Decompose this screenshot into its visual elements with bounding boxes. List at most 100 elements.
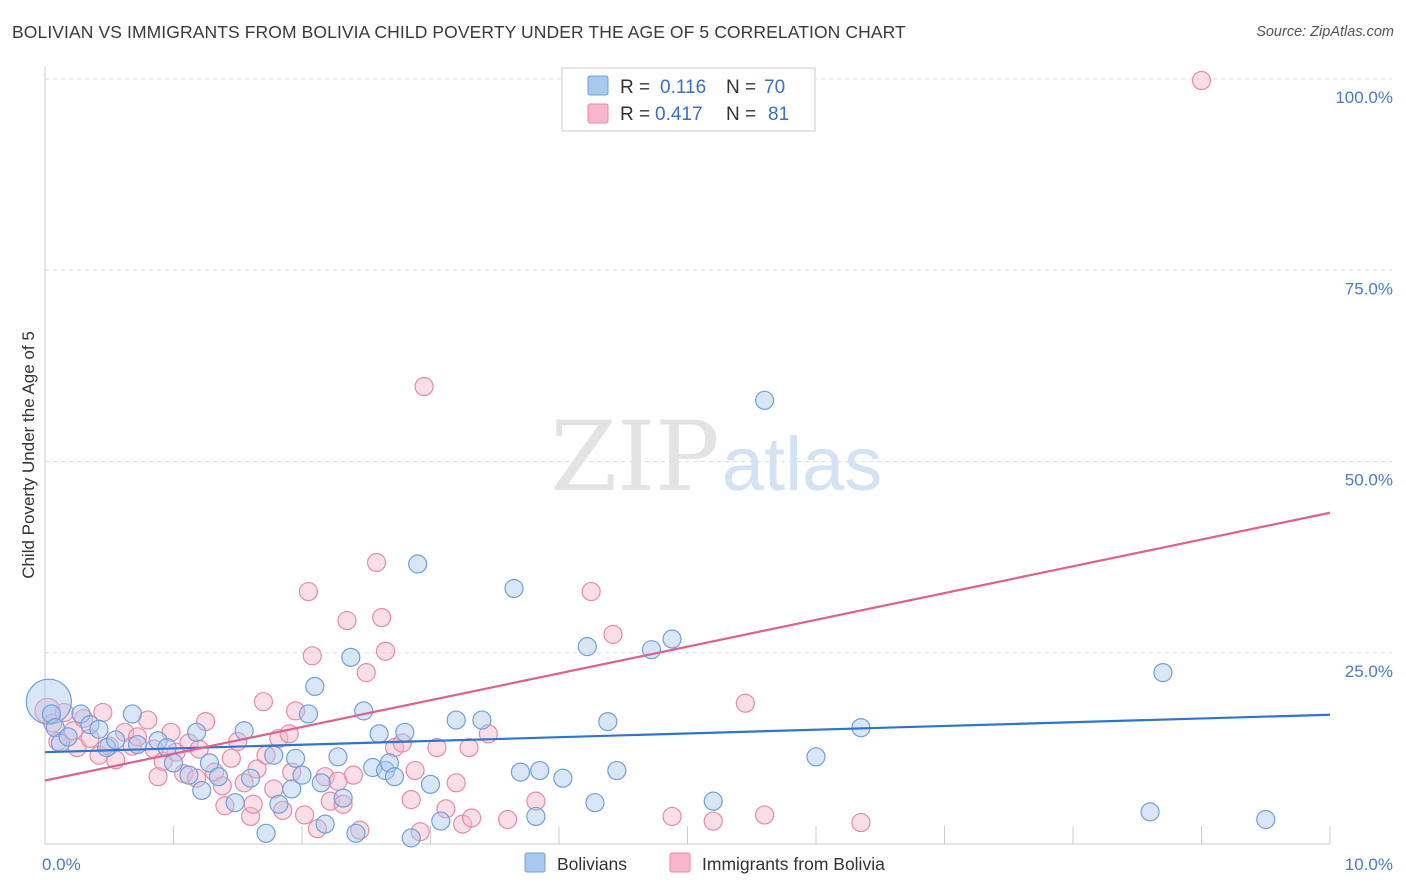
legend-r-label-1: R =	[620, 104, 650, 125]
bolivians-point-7	[89, 719, 109, 739]
immigrants-trend-line	[44, 511, 1331, 782]
immigrants-point-80	[1191, 70, 1212, 91]
axes	[44, 66, 1330, 845]
bolivians-point-43	[395, 722, 415, 742]
immigrants-point-43	[294, 805, 315, 825]
bolivians-point-53	[530, 760, 550, 781]
bolivians-point-17	[192, 780, 212, 801]
bolivians-point-60	[662, 629, 682, 649]
bolivians-point-23	[256, 823, 276, 843]
immigrants-point-68	[459, 738, 479, 758]
immigrants-point-29	[221, 748, 241, 768]
bolivians-point-54	[553, 768, 573, 788]
bolivians-point-49	[472, 710, 492, 730]
bolivians-point-14	[163, 753, 184, 773]
bolivians-point-57	[598, 711, 618, 732]
bolivians-point-42	[384, 767, 405, 787]
bolivians-point-24	[264, 745, 284, 765]
series-legend: Bolivians Immigrants from Bolivia	[524, 852, 885, 874]
bottom-legend-immigrants: Immigrants from Bolivia	[702, 854, 885, 874]
x-tick-label-1: 10.0%	[1345, 855, 1393, 874]
bolivians-point-29	[298, 704, 319, 724]
grid-lines	[45, 78, 1392, 844]
immigrants-point-76	[703, 811, 723, 831]
bolivians-point-65	[1140, 802, 1160, 822]
immigrants-point-63	[414, 376, 434, 397]
immigrants-point-69	[462, 808, 482, 828]
immigrants-point-64	[427, 738, 447, 758]
bolivians-point-4	[58, 727, 78, 747]
legend-r-value-1: 0.417	[655, 104, 703, 125]
immigrants-point-60	[401, 790, 421, 810]
bolivians-point-51	[510, 762, 531, 782]
immigrants-point-56	[372, 607, 392, 628]
bolivians-point-11	[127, 734, 148, 755]
bolivians-point-37	[354, 701, 374, 721]
legend-swatch-blue	[587, 75, 609, 96]
bolivians-point-61	[703, 791, 723, 811]
bolivians-point-34	[333, 788, 353, 808]
legend-r-label-0: R =	[620, 77, 650, 98]
bolivians-point-44	[401, 828, 421, 848]
immigrants-point-77	[735, 693, 755, 713]
bolivians-point-20	[225, 793, 245, 813]
bolivians-point-33	[328, 747, 348, 767]
series-immigrants-points	[34, 70, 1212, 842]
y-tick-labels: 25.0% 50.0% 75.0% 100.0%	[1335, 88, 1393, 681]
legend-n-value-0: 70	[764, 77, 785, 98]
bolivians-point-25	[269, 794, 289, 814]
immigrants-point-55	[366, 552, 387, 573]
bolivians-point-46	[420, 774, 441, 794]
bolivians-point-6	[80, 715, 100, 735]
bolivians-point-45	[408, 554, 428, 574]
immigrants-point-51	[337, 611, 357, 631]
source-label: Source: ZipAtlas.com	[1256, 24, 1394, 40]
chart-title: BOLIVIAN VS IMMIGRANTS FROM BOLIVIA CHIL…	[12, 22, 906, 42]
bolivians-point-9	[106, 730, 126, 750]
bolivians-point-31	[311, 773, 331, 793]
immigrants-point-78	[754, 805, 775, 825]
bolivians-point-27	[285, 748, 306, 768]
bolivians-point-62	[754, 390, 775, 410]
bolivians-point-50	[504, 578, 524, 599]
legend-r-value-0: 0.116	[660, 77, 706, 98]
bolivians-point-28	[292, 765, 312, 785]
y-tick-label-3: 100.0%	[1335, 88, 1393, 107]
immigrants-point-75	[662, 806, 682, 827]
watermark: ZIP atlas	[550, 401, 882, 513]
bolivians-point-36	[346, 823, 366, 843]
immigrants-point-74	[603, 624, 623, 644]
immigrants-point-66	[446, 773, 466, 793]
immigrants-point-50	[333, 794, 353, 814]
bolivians-point-15	[179, 765, 199, 785]
bolivians-point-48	[446, 710, 466, 730]
immigrants-point-45	[302, 646, 322, 666]
x-tick-label-0: 0.0%	[42, 855, 81, 874]
immigrants-point-61	[405, 760, 425, 781]
immigrants-point-65	[436, 799, 456, 819]
bolivians-point-55	[577, 637, 597, 657]
legend-n-label-1: N =	[726, 104, 756, 125]
stats-legend: R = 0.116 N = 70 R = 0.417 N = 81	[561, 67, 816, 132]
immigrants-point-72	[526, 791, 546, 811]
bolivians-point-39	[369, 724, 389, 744]
bottom-legend-bolivians: Bolivians	[557, 854, 627, 874]
immigrants-point-71	[498, 809, 518, 830]
y-tick-label-1: 50.0%	[1345, 471, 1393, 490]
legend-n-label-0: N =	[726, 77, 756, 98]
immigrants-point-23	[187, 768, 207, 788]
bolivians-point-47	[431, 811, 451, 831]
immigrants-point-54	[356, 663, 376, 683]
bolivians-point-66	[1153, 663, 1173, 683]
bolivians-point-67	[1256, 809, 1276, 830]
watermark-zip: ZIP	[550, 401, 719, 513]
legend-swatch-pink	[587, 103, 609, 124]
bolivians-point-56	[585, 793, 605, 813]
immigrants-point-73	[581, 581, 601, 602]
y-axis-label: Child Poverty Under the Age of 5	[19, 331, 38, 579]
bolivians-point-35	[341, 647, 361, 667]
bolivians-point-26	[282, 779, 302, 799]
immigrants-point-44	[298, 581, 319, 602]
legend-n-value-1: 81	[768, 104, 789, 125]
